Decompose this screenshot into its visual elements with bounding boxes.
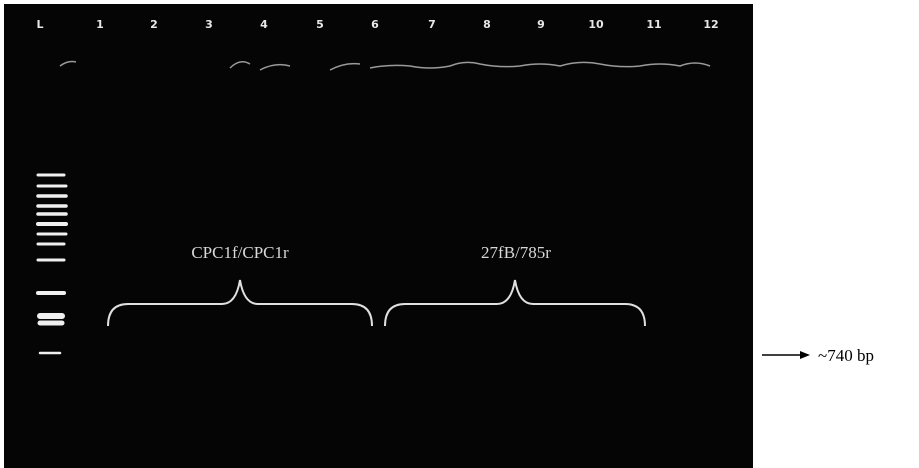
lane-label: 7	[428, 18, 436, 31]
lane-label: 1	[96, 18, 104, 31]
lane-label: 4	[260, 18, 268, 31]
arrow	[762, 351, 810, 359]
lane-label: 2	[150, 18, 158, 31]
band-size-label: ~740 bp	[818, 346, 874, 365]
lane-label: 3	[205, 18, 213, 31]
lane-label: 10	[588, 18, 604, 31]
primer-label: 27fB/785r	[481, 243, 551, 262]
gel-image	[4, 4, 753, 468]
lane-label: 11	[646, 18, 661, 31]
lane-label: 12	[703, 18, 718, 31]
lane-label: 6	[371, 18, 379, 31]
lane-label: 8	[483, 18, 491, 31]
lane-label: 9	[537, 18, 545, 31]
gel-figure: L 1 2 3 4 5 6 7 8 9 10 11 12 CPC1f/CPC1r…	[0, 0, 919, 468]
lane-label: 5	[316, 18, 324, 31]
primer-label: CPC1f/CPC1r	[191, 243, 289, 262]
lane-label: L	[36, 18, 43, 31]
